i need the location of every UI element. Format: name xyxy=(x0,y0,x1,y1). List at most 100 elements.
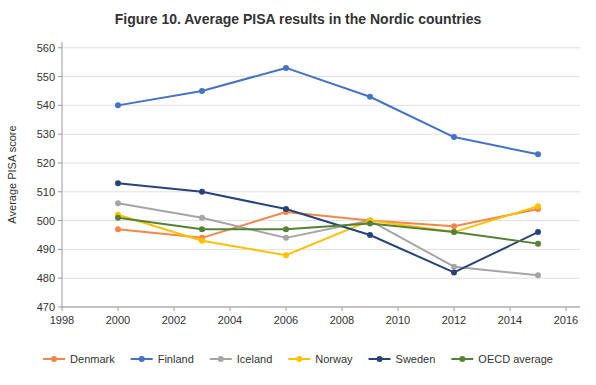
legend-label: Finland xyxy=(158,353,194,365)
y-grid xyxy=(62,48,580,307)
point xyxy=(367,94,373,100)
y-tick-label: 500 xyxy=(37,215,55,227)
series xyxy=(115,65,541,157)
y-tick-label: 550 xyxy=(37,71,55,83)
x-tick-label: 2000 xyxy=(106,314,130,326)
legend-marker xyxy=(139,356,145,362)
x-tick xyxy=(118,307,119,311)
y-tick-label: 530 xyxy=(37,128,55,140)
point xyxy=(451,223,457,229)
point xyxy=(535,203,541,209)
x-tick xyxy=(286,307,287,311)
grid-line xyxy=(62,162,580,163)
y-tick xyxy=(58,307,62,308)
legend-label: Denmark xyxy=(70,353,115,365)
point xyxy=(283,252,289,258)
line xyxy=(118,203,538,275)
legend-label: Norway xyxy=(315,353,353,365)
y-tick-label: 480 xyxy=(37,272,55,284)
y-tick xyxy=(58,249,62,250)
line xyxy=(118,218,538,244)
y-tick xyxy=(58,162,62,163)
point xyxy=(451,229,457,235)
legend-item: Norway xyxy=(288,353,353,365)
point xyxy=(199,226,205,232)
point xyxy=(451,229,457,235)
line xyxy=(118,183,538,272)
legend-label: OECD average xyxy=(478,353,553,365)
x-tick xyxy=(230,307,231,311)
grid-line xyxy=(62,307,580,308)
y-tick xyxy=(58,278,62,279)
point xyxy=(535,241,541,247)
y-tick xyxy=(58,191,62,192)
point xyxy=(199,215,205,221)
y-tick-label: 510 xyxy=(37,186,55,198)
plot-area xyxy=(115,65,541,278)
y-tick xyxy=(58,105,62,106)
x-tick xyxy=(566,307,567,311)
legend-item: Denmark xyxy=(43,353,115,365)
x-axis-line xyxy=(62,307,580,308)
y-tick xyxy=(58,134,62,135)
x-tick-label: 2002 xyxy=(162,314,186,326)
grid-line xyxy=(62,47,580,48)
y-axis-label: Average PISA score xyxy=(6,125,18,223)
x-tick-label: 2010 xyxy=(386,314,410,326)
x-tick-label: 2006 xyxy=(274,314,298,326)
point xyxy=(451,269,457,275)
x-tick-label: 2014 xyxy=(498,314,522,326)
point xyxy=(115,180,121,186)
line xyxy=(118,68,538,154)
x-tick xyxy=(510,307,511,311)
point xyxy=(535,151,541,157)
point xyxy=(115,215,121,221)
y-tick-label: 470 xyxy=(37,301,55,313)
series xyxy=(115,203,541,258)
x-tick xyxy=(342,307,343,311)
point xyxy=(367,232,373,238)
series xyxy=(115,200,541,278)
point xyxy=(199,88,205,94)
grid-line xyxy=(62,278,580,279)
legend-item: Sweden xyxy=(369,353,436,365)
point xyxy=(115,200,121,206)
legend-label: Sweden xyxy=(396,353,436,365)
grid-line xyxy=(62,76,580,77)
line xyxy=(118,206,538,255)
y-tick-label: 560 xyxy=(37,42,55,54)
legend-label: Iceland xyxy=(237,353,272,365)
x-tick xyxy=(174,307,175,311)
y-tick xyxy=(58,220,62,221)
legend-item: Iceland xyxy=(210,353,272,365)
x-tick-label: 2008 xyxy=(330,314,354,326)
point xyxy=(283,226,289,232)
y-tick-label: 490 xyxy=(37,243,55,255)
x-tick xyxy=(62,307,63,311)
point xyxy=(199,189,205,195)
point xyxy=(283,235,289,241)
point xyxy=(535,272,541,278)
legend-marker xyxy=(218,356,224,362)
legend: Denmark Finland Iceland Norway Sweden OECD av… xyxy=(43,353,553,365)
x-tick xyxy=(454,307,455,311)
y-tick xyxy=(58,76,62,77)
point xyxy=(367,220,373,226)
grid-line xyxy=(62,191,580,192)
y-tick-label: 520 xyxy=(37,157,55,169)
x-tick-label: 2012 xyxy=(442,314,466,326)
y-tick xyxy=(58,47,62,48)
point xyxy=(451,264,457,270)
point xyxy=(199,238,205,244)
point xyxy=(451,134,457,140)
legend-item: Finland xyxy=(131,353,194,365)
legend-marker xyxy=(51,356,57,362)
point xyxy=(283,206,289,212)
legend-marker xyxy=(296,356,302,362)
point xyxy=(115,226,121,232)
chart: Figure 10. Average PISA results in the N… xyxy=(0,0,596,385)
legend-item: OECD average xyxy=(451,353,553,365)
point xyxy=(115,102,121,108)
x-tick-label: 2016 xyxy=(554,314,578,326)
point xyxy=(283,65,289,71)
